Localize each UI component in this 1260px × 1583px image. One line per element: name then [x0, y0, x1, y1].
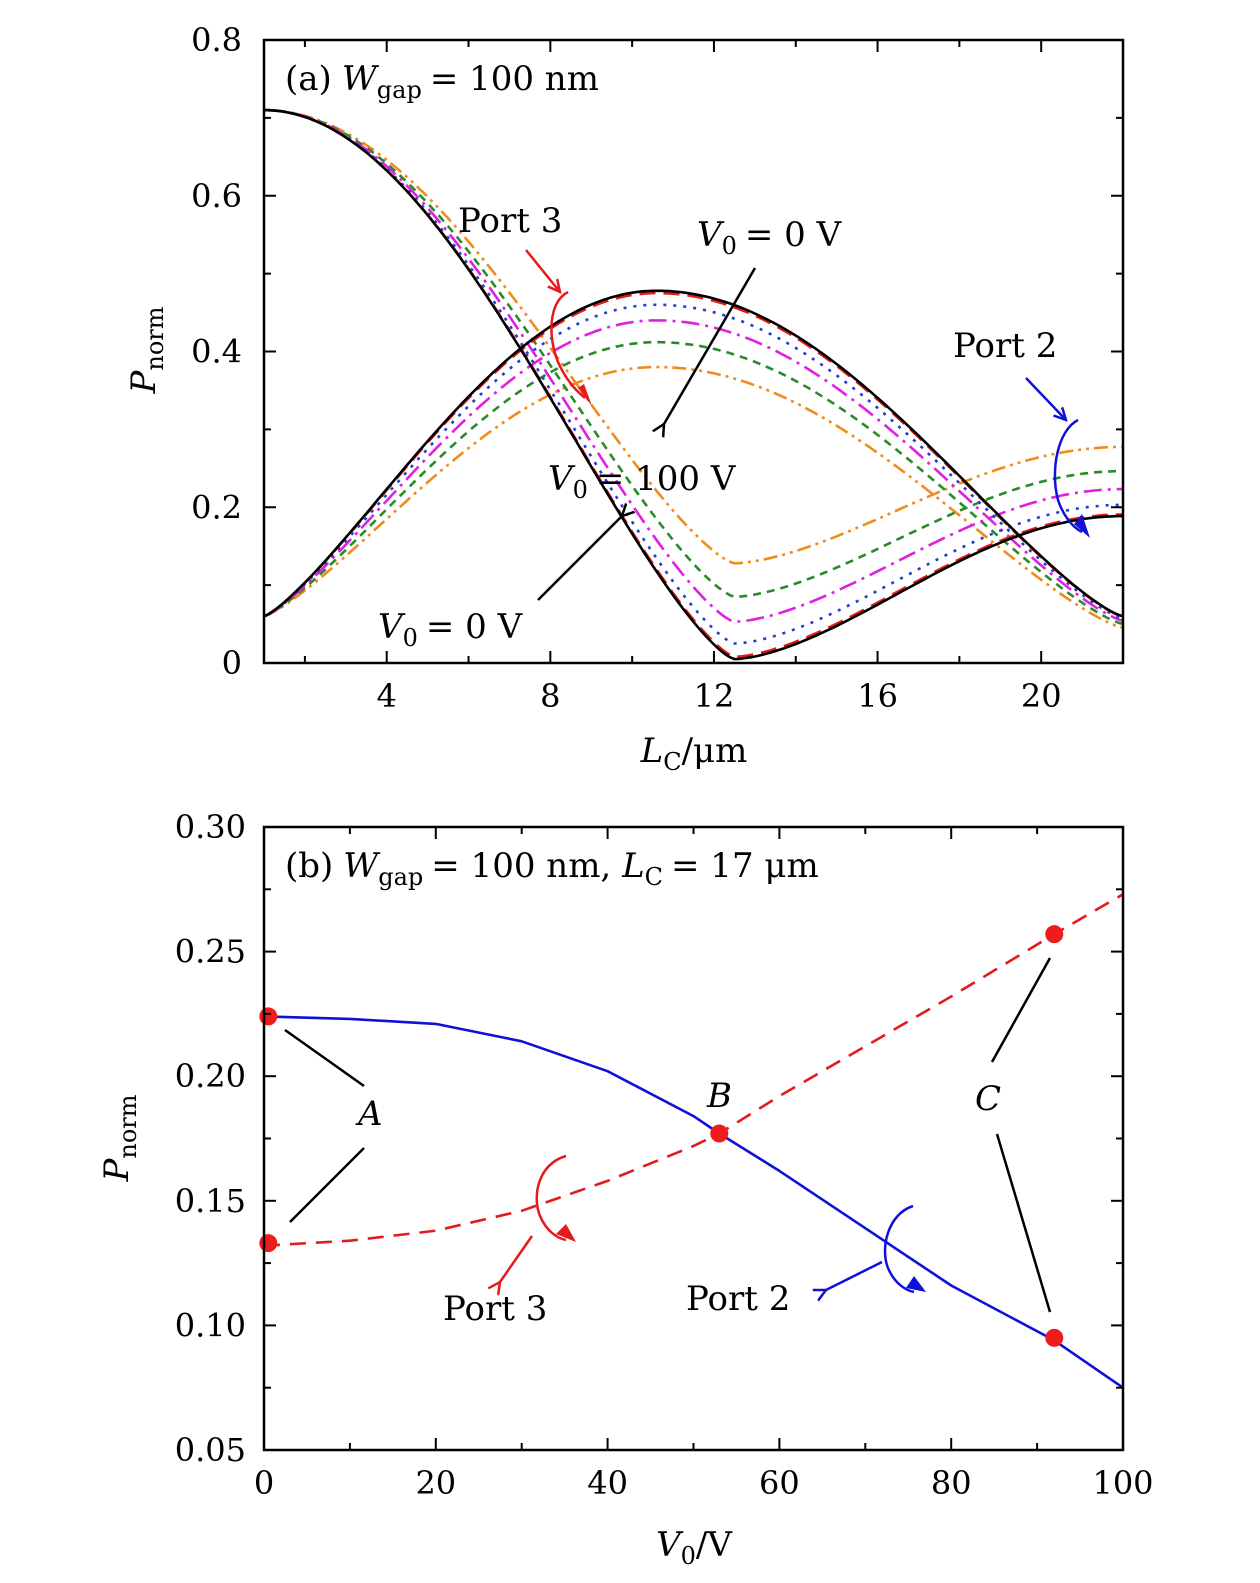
panel-b-leader-a-bottom [289, 1147, 365, 1223]
panel-a-port3-swirl-head [578, 384, 592, 406]
panel-a-port3-arrow [525, 249, 560, 292]
panel-b-marker-point [1045, 1328, 1064, 1347]
panel-b-port3-label: Port 3 [443, 1289, 547, 1329]
panel-a-title: (a) Wgap = 100 nm [285, 59, 599, 104]
panel-a-port3-curve-v100 [263, 365, 1124, 629]
panel-b-marker-point [1045, 925, 1064, 944]
panel-a-xlabel: LC/μm [640, 731, 748, 776]
panel-b-port3-curve [263, 893, 1124, 1247]
panel-b-xtick-label: 40 [587, 1464, 628, 1502]
panel-b-port3-arrow [500, 1235, 534, 1282]
panel-b-port2-label: Port 2 [686, 1279, 790, 1319]
panel-a-curves [263, 108, 1124, 661]
panel-a-ytick-label: 0 [222, 644, 242, 682]
panel-b-ytick-label: 0.30 [175, 808, 246, 846]
panel-b-xtick-label: 20 [415, 1464, 456, 1502]
panel-a-port2-swirl [1053, 418, 1083, 534]
panel-a-v0-top-arrow [664, 267, 757, 424]
panel-b-port3-swirl [535, 1154, 567, 1242]
panel-a-v0-top-label: V0 = 0 V [697, 215, 843, 260]
panel-b-ticks: 0 20 40 60 80 100 0.05 0.10 0.15 0.20 0.25 0.30 [175, 808, 1154, 1502]
panel-a-port2-curve-v0 [263, 108, 1124, 659]
panel-a-port3-label: Port 3 [458, 201, 562, 241]
panel-b-xtick-label: 60 [759, 1464, 800, 1502]
panel-b-marker-point [259, 1234, 278, 1253]
panel-a-port2-curve-v50 [263, 108, 1123, 624]
panel-a-ytick-label: 0.2 [191, 488, 242, 526]
panel-b-ytick-label: 0.10 [175, 1306, 246, 1344]
panel-a-xtick-label: 8 [540, 677, 560, 715]
panel-b-port3-swirl-head [556, 1224, 576, 1242]
panel-a-xtick-label: 16 [857, 677, 898, 715]
panel-b-ytick-label: 0.05 [175, 1431, 246, 1469]
panel-a-port2-curve-v100 [264, 108, 1123, 565]
panel-a-port2-label: Port 2 [953, 326, 1057, 366]
panel-b-ytick-label: 0.15 [175, 1182, 246, 1220]
panel-a-v100-label: V0 = 100 V [548, 459, 737, 504]
panel-b-label-c: C [975, 1079, 1001, 1119]
panel-b-xtick-label: 100 [1092, 1464, 1153, 1502]
panel-a-ytick-label: 0.8 [191, 21, 242, 59]
panel-a-ytick-label: 0.6 [191, 177, 242, 215]
panel-b-marker-point [710, 1124, 729, 1143]
panel-a-ytick-label: 0.4 [191, 333, 242, 371]
panel-b-marker-point [259, 1007, 278, 1026]
panel-b-port2-swirl [883, 1204, 915, 1294]
panel-b-leader-c-top [990, 957, 1052, 1063]
panel-a-xtick-label: 4 [377, 677, 397, 715]
panel-b-ytick-label: 0.25 [175, 933, 246, 971]
panel-b-xlabel: V0/V [656, 1525, 733, 1570]
panel-a-ticks: 4 8 12 16 20 0 0.2 0.4 0.6 0.8 [191, 21, 1124, 715]
panel-b-chart: 0 20 40 60 80 100 0.05 0.10 0.15 0.20 0.25 0.30 (b)… [97, 808, 1154, 1570]
panel-b-leader-a-top [284, 1028, 365, 1088]
panel-a-port2-swirl-head [1074, 514, 1090, 538]
panel-a-port3-curve-v25 [263, 303, 1124, 620]
panel-b-label-b: B [706, 1076, 732, 1116]
panel-a-port2-curve-v25 [263, 108, 1123, 645]
panel-b-curves [259, 893, 1124, 1389]
panel-b-leader-c-bottom [995, 1133, 1052, 1313]
panel-a-xtick-label: 12 [694, 677, 735, 715]
panel-b-label-a: A [355, 1094, 383, 1134]
panel-a-ylabel: Pnorm [124, 306, 169, 394]
panel-a-v0-bottom-label: V0 = 0 V [378, 607, 524, 652]
panel-a-chart: 4 8 12 16 20 0 0.2 0.4 0.6 0.8 (a) Wgap = 100 nm Pn… [124, 21, 1125, 776]
panel-a-port2-arrow [1025, 377, 1066, 420]
panel-a-port3-curve-v0 [263, 289, 1124, 618]
panel-a-port3-curve-v50 [263, 319, 1124, 622]
panel-a-v100-arrow [537, 516, 622, 601]
panel-b-port2-swirl-head [906, 1276, 926, 1292]
panel-a-port3-swirl [550, 290, 586, 399]
panel-b-port2-arrow [826, 1260, 883, 1290]
panel-a-xtick-label: 20 [1021, 677, 1062, 715]
panel-b-port2-curve [263, 1015, 1124, 1389]
panel-b-frame [262, 825, 1125, 1452]
panel-b-ylabel: Pnorm [97, 1094, 142, 1182]
panel-b-title: (b) Wgap = 100 nm, LC = 17 μm [285, 846, 819, 891]
panel-b-xtick-label: 0 [254, 1464, 274, 1502]
panel-b-ytick-label: 0.20 [175, 1057, 246, 1095]
panel-a-port2-curve-v0 [263, 108, 1123, 661]
panel-b-xtick-label: 80 [931, 1464, 972, 1502]
